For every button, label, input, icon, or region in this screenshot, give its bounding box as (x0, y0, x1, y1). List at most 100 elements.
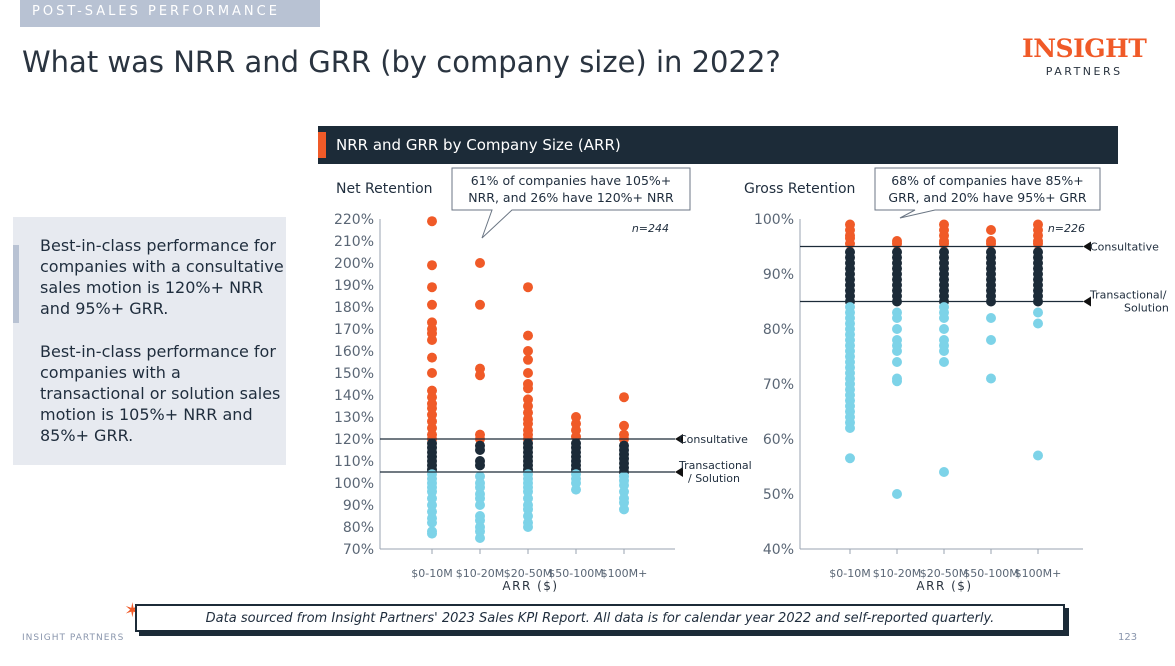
grr-data-point (892, 252, 902, 263)
nrr-data-point (427, 473, 437, 484)
grr-data-point (1033, 225, 1043, 235)
nrr-data-point (619, 392, 629, 403)
grr-data-point (1033, 238, 1043, 249)
nrr-data-point (619, 462, 629, 473)
nrr-n-label: n=244 (632, 222, 669, 235)
grr-y-tick-label: 40% (763, 542, 794, 558)
nrr-data-point (523, 447, 533, 458)
grr-data-point (939, 219, 949, 230)
nrr-data-point (475, 456, 485, 466)
nrr-data-point (427, 216, 437, 227)
nrr-data-point (427, 469, 437, 480)
grr-data-point (845, 335, 855, 345)
grr-data-point (845, 412, 855, 422)
grr-data-point (845, 346, 855, 356)
nrr-data-point (619, 420, 629, 431)
nrr-data-point (571, 442, 581, 453)
nrr-data-point (523, 438, 533, 449)
nrr-x-tick-label: $20-50M (504, 567, 552, 580)
grr-chart-title: Gross Retention (744, 181, 855, 197)
grr-data-point (1033, 236, 1043, 246)
nrr-data-point (619, 497, 629, 508)
nrr-data-point (427, 500, 437, 510)
nrr-data-point (427, 486, 437, 497)
grr-data-point (986, 280, 996, 290)
nrr-callout-text: NRR, and 26% have 120%+ NRR (468, 190, 674, 205)
grr-y-tick-label: 70% (763, 377, 794, 393)
grr-data-point (892, 285, 902, 296)
grr-data-point (986, 247, 996, 257)
grr-threshold-label: Consultative (1090, 241, 1159, 254)
nrr-data-point (523, 442, 533, 453)
grr-data-point (845, 395, 855, 406)
grr-x-tick-label: $10-20M (873, 567, 921, 580)
grr-y-tick-label: 90% (763, 267, 794, 283)
grr-data-point (845, 324, 855, 334)
nrr-data-point (523, 394, 533, 405)
nrr-data-point (475, 493, 485, 504)
nrr-y-tick-label: 180% (334, 300, 374, 316)
nrr-y-tick-label: 100% (334, 476, 374, 492)
grr-data-point (986, 335, 996, 345)
grr-data-point (845, 302, 855, 312)
nrr-data-point (427, 392, 437, 403)
grr-x-tick-label: $0-10M (829, 567, 870, 580)
grr-data-point (892, 324, 902, 334)
nrr-y-tick-label: 130% (334, 410, 374, 426)
nrr-data-point (523, 425, 533, 436)
nrr-data-point (475, 471, 485, 482)
grr-data-point (986, 274, 996, 285)
grr-data-point (939, 225, 949, 235)
grr-data-point (845, 230, 855, 241)
nrr-chart-title: Net Retention (336, 181, 433, 197)
grr-data-point (845, 406, 855, 417)
nrr-y-tick-label: 150% (334, 366, 374, 382)
grr-data-point (845, 362, 855, 373)
nrr-data-point (427, 335, 437, 345)
nrr-data-point (427, 385, 437, 396)
nrr-data-point (523, 407, 533, 418)
grr-y-tick-label: 80% (763, 322, 794, 338)
grr-data-point (986, 269, 996, 279)
nrr-data-point (571, 469, 581, 480)
grr-data-point (892, 340, 902, 351)
grr-data-point (986, 258, 996, 268)
grr-data-point (986, 296, 996, 307)
nrr-data-point (619, 453, 629, 464)
nrr-y-tick-label: 120% (334, 432, 374, 448)
nrr-data-point (571, 412, 581, 422)
grr-data-point (845, 373, 855, 384)
nrr-data-point (427, 464, 437, 475)
nrr-data-point (427, 423, 437, 433)
grr-x-tick-label: $100M+ (1015, 567, 1062, 580)
nrr-data-point (427, 324, 437, 334)
grr-data-point (845, 296, 855, 307)
grr-data-point (986, 285, 996, 296)
chart-header: NRR and GRR by Company Size (ARR) (318, 126, 1118, 164)
grr-data-point (845, 291, 855, 301)
grr-data-point (845, 318, 855, 329)
grr-data-point (845, 269, 855, 279)
nrr-data-point (427, 442, 437, 453)
grr-data-point (845, 219, 855, 230)
nrr-y-tick-label: 220% (334, 212, 374, 228)
nrr-data-point (523, 464, 533, 475)
grr-data-point (986, 373, 996, 384)
nrr-data-point (427, 299, 437, 310)
nrr-data-point (523, 418, 533, 429)
nrr-data-point (523, 414, 533, 425)
grr-data-point (939, 230, 949, 241)
grr-data-point (1033, 258, 1043, 268)
grr-data-point (892, 489, 902, 499)
nrr-callout-box (451, 167, 691, 239)
nrr-data-point (475, 482, 485, 493)
nrr-data-point (523, 486, 533, 497)
nrr-data-point (475, 478, 485, 488)
grr-data-point (845, 313, 855, 323)
nrr-data-point (427, 506, 437, 517)
grr-data-point (845, 351, 855, 362)
grr-data-point (939, 274, 949, 285)
nrr-data-point (523, 511, 533, 521)
grr-threshold-label: Transactional/ (1089, 289, 1167, 302)
grr-data-point (892, 376, 902, 387)
